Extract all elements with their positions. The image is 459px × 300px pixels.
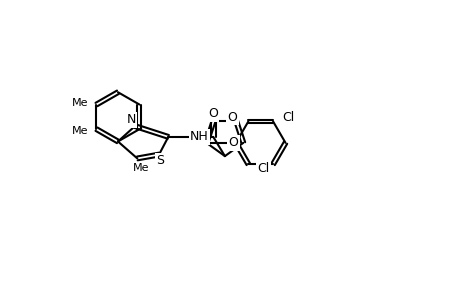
Text: O: O (227, 111, 237, 124)
Text: N: N (126, 113, 135, 126)
Text: Cl: Cl (257, 161, 269, 175)
Text: O: O (228, 136, 238, 149)
Text: NH: NH (190, 130, 208, 143)
Text: O: O (208, 107, 218, 120)
Text: S: S (156, 154, 164, 167)
Text: Cl: Cl (282, 111, 294, 124)
Text: Me: Me (133, 163, 149, 173)
Text: Me: Me (72, 98, 89, 108)
Text: Me: Me (72, 126, 89, 136)
